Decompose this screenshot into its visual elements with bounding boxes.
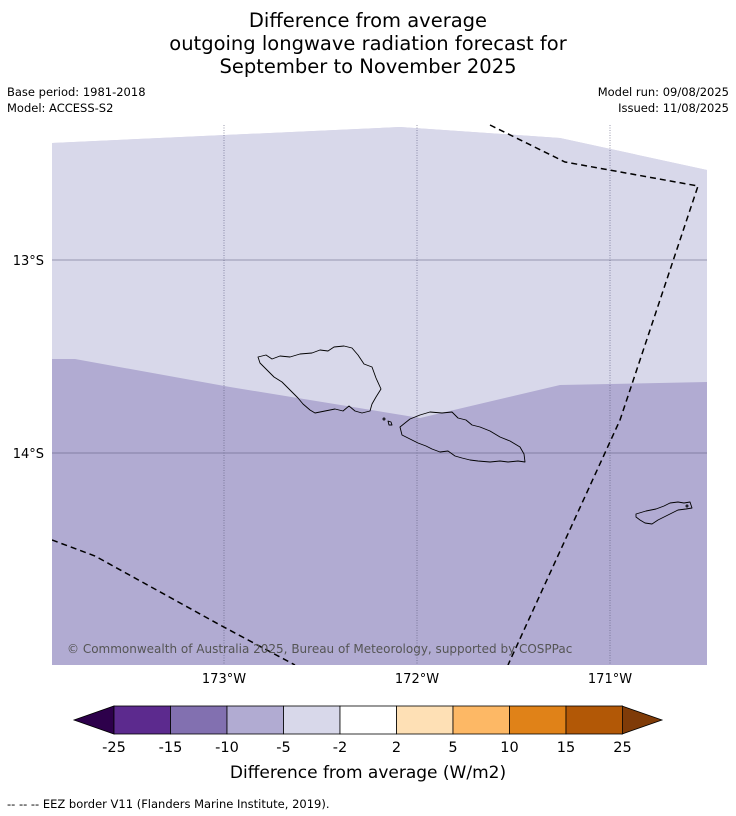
eez-line-southwest — [52, 539, 296, 665]
colorbar-box-7 — [509, 705, 567, 735]
eez-legend-footer: -- -- -- EEZ border V11 (Flanders Marine… — [7, 797, 330, 811]
colorbar-box-5 — [396, 705, 454, 735]
issued-date: Issued: 11/08/2025 — [618, 101, 729, 115]
colorbar: -25 -15 -10 -5 -2 2 5 10 15 25 — [72, 705, 664, 756]
islet-apolima — [382, 417, 386, 421]
colorbar-box-1 — [170, 705, 228, 735]
title-line-3: September to November 2025 — [219, 55, 517, 78]
island-savaii — [257, 345, 382, 414]
island-upolu — [399, 411, 526, 463]
colorbar-box-3 — [283, 705, 341, 735]
colorbar-tick-label: 10 — [500, 740, 518, 756]
no-data-area — [52, 120, 707, 170]
lon-label-171w: 171°W — [588, 672, 632, 687]
colorbar-tick-label: -15 — [159, 740, 183, 756]
colorbar-tick-label: 25 — [613, 740, 631, 756]
map-panel: © Commonwealth of Australia 2025, Bureau… — [52, 120, 707, 665]
colorbar-tick-label: 5 — [448, 740, 457, 756]
model-run: Model run: 09/08/2025 — [597, 85, 729, 99]
islands — [257, 345, 693, 525]
colorbar-box-8 — [565, 705, 623, 735]
eez-line-east — [489, 124, 699, 665]
graticule — [52, 125, 707, 665]
title-line-2: outgoing longwave radiation forecast for — [169, 32, 567, 55]
colorbar-box-0 — [113, 705, 171, 735]
colorbar-box-2 — [226, 705, 284, 735]
colorbar-low-extension — [72, 705, 115, 735]
lon-label-172w: 172°W — [395, 672, 439, 687]
lon-label-173w: 173°W — [202, 672, 246, 687]
colorbar-box-6 — [452, 705, 510, 735]
island-tutuila — [635, 501, 693, 525]
colorbar-label: Difference from average (W/m2) — [230, 763, 506, 783]
colorbar-tick-label: 15 — [557, 740, 575, 756]
eez-border — [52, 124, 699, 665]
base-period: Base period: 1981-2018 — [7, 85, 146, 99]
colorbar-box-4 — [339, 705, 397, 735]
colorbar-tick-label: 2 — [392, 740, 401, 756]
islet-aunuu — [685, 504, 689, 508]
colorbar-high-extension — [621, 705, 664, 735]
colorbar-tick-label: -10 — [215, 740, 239, 756]
colorbar-tick-label: -25 — [102, 740, 126, 756]
colorbar-tick-label: -5 — [276, 740, 290, 756]
lat-label-13s: 13°S — [13, 254, 44, 269]
model-name: Model: ACCESS-S2 — [7, 101, 114, 115]
title-line-1: Difference from average — [248, 9, 488, 32]
colorbar-tick-label: -2 — [333, 740, 347, 756]
lat-label-14s: 14°S — [13, 447, 44, 462]
islet-manono — [387, 420, 393, 426]
copyright-text: © Commonwealth of Australia 2025, Bureau… — [67, 642, 572, 656]
upper-anomaly-region — [52, 127, 707, 418]
